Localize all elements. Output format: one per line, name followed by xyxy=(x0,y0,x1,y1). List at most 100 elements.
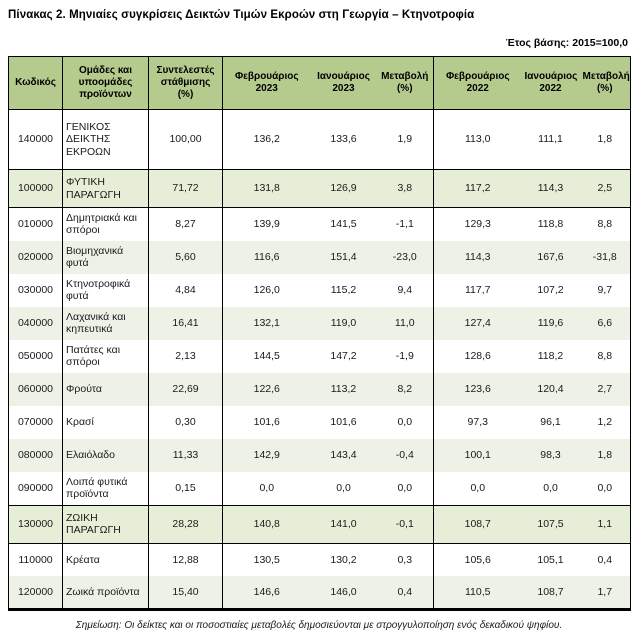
cell-feb-2023: 101,6 xyxy=(222,405,311,439)
table-row: 100000 ΦΥΤΙΚΗ ΠΑΡΑΓΩΓΗ 71,72 131,8 126,9… xyxy=(8,169,631,208)
cell-weight: 12,88 xyxy=(148,543,223,576)
cell-code: 140000 xyxy=(8,109,63,170)
cell-code: 010000 xyxy=(8,207,63,241)
cell-feb-2023: 144,5 xyxy=(222,339,311,373)
cell-code: 100000 xyxy=(8,169,63,208)
cell-feb-2023: 116,6 xyxy=(222,240,311,274)
table-body: 140000 ΓΕΝΙΚΟΣ ΔΕΙΚΤΗΣ ΕΚΡΟΩΝ 100,00 136… xyxy=(8,109,631,609)
table-row: 140000 ΓΕΝΙΚΟΣ ΔΕΙΚΤΗΣ ΕΚΡΟΩΝ 100,00 136… xyxy=(8,109,631,170)
cell-weight: 100,00 xyxy=(148,109,223,170)
cell-weight: 2,13 xyxy=(148,339,223,373)
cell-change-2023: 0,0 xyxy=(397,416,413,429)
cell-weight: 0,30 xyxy=(148,405,223,439)
table-row: 050000 Πατάτες και σπόροι 2,13 144,5 147… xyxy=(8,339,631,373)
cell-change-2023: 3,8 xyxy=(376,169,434,208)
cell-product-name: Κτηνοτροφικά φυτά xyxy=(62,273,149,307)
cell-jan-2023: 147,2 xyxy=(330,350,357,363)
cell-jan-2022: 98,3 xyxy=(540,449,561,462)
cell-weight: 0,15 xyxy=(148,471,223,505)
cell-code: 070000 xyxy=(8,405,63,439)
cell-feb-2023: 146,6 xyxy=(222,576,311,609)
cell-weight: 15,40 xyxy=(148,576,223,609)
cell-feb-2022: 127,4 xyxy=(433,306,522,340)
cell-jan-2022: 107,2 xyxy=(537,284,564,297)
cell-weight: 8,27 xyxy=(148,207,223,241)
cell-feb-2022: 0,0 xyxy=(433,471,522,505)
column-header-jan-2022: Ιανουάριος 2022 xyxy=(521,56,580,110)
cell-feb-2022: 123,6 xyxy=(433,372,522,406)
cell-code: 090000 xyxy=(8,471,63,505)
cell-product-name: Δημητριακά και σπόροι xyxy=(62,207,149,241)
cell-feb-2022: 97,3 xyxy=(433,405,522,439)
cell-change-2022: 1,1 xyxy=(579,504,631,544)
cell-change-2023: 0,0 xyxy=(397,481,413,494)
cell-change-2023: 0,4 xyxy=(397,585,413,598)
cell-product-name: Κρέατα xyxy=(62,543,149,576)
cell-jan-2023: 126,9 xyxy=(310,169,377,208)
cell-change-2023: 8,2 xyxy=(397,383,413,396)
cell-jan-2022: 108,7 xyxy=(537,585,564,598)
cell-feb-2023: 131,8 xyxy=(222,169,311,208)
cell-feb-2023: 139,9 xyxy=(222,207,311,241)
cell-change-2023: -0,4 xyxy=(395,449,414,462)
table-row: 130000 ΖΩΙΚΗ ΠΑΡΑΓΩΓΗ 28,28 140,8 141,0 … xyxy=(8,504,631,544)
cell-feb-2022: 108,7 xyxy=(433,504,522,544)
cell-code: 080000 xyxy=(8,438,63,472)
cell-weight: 16,41 xyxy=(148,306,223,340)
cell-product-name: Ζωικά προϊόντα xyxy=(62,576,149,609)
cell-change-2023: -1,9 xyxy=(395,350,414,363)
cell-change-2022: 6,6 xyxy=(579,306,631,340)
cell-feb-2023: 122,6 xyxy=(222,372,311,406)
cell-jan-2022: 119,6 xyxy=(537,317,564,330)
cell-code: 040000 xyxy=(8,306,63,340)
indices-table: Κωδικός Ομάδες και υποομάδες προϊόντων Σ… xyxy=(8,56,631,611)
cell-jan-2022: 118,2 xyxy=(537,350,564,363)
cell-jan-2022: 120,4 xyxy=(537,383,564,396)
cell-weight: 4,84 xyxy=(148,273,223,307)
cell-jan-2022: 118,8 xyxy=(537,218,564,231)
table-row: 080000 Ελαιόλαδο 11,33 142,9 143,4 -0,4 … xyxy=(8,438,631,472)
cell-product-name: Φρούτα xyxy=(62,372,149,406)
column-header-product-groups: Ομάδες και υποομάδες προϊόντων xyxy=(62,56,149,110)
table-header-row: Κωδικός Ομάδες και υποομάδες προϊόντων Σ… xyxy=(8,56,631,110)
table-row: 090000 Λοιπά φυτικά προϊόντα 0,15 0,0 0,… xyxy=(8,471,631,505)
cell-change-2022: 1,7 xyxy=(579,576,631,609)
cell-feb-2023: 132,1 xyxy=(222,306,311,340)
cell-code: 120000 xyxy=(8,576,63,609)
cell-weight: 11,33 xyxy=(148,438,223,472)
cell-feb-2023: 140,8 xyxy=(222,504,311,544)
column-header-feb-2023: Φεβρουάριος 2023 xyxy=(222,56,311,110)
table-row: 040000 Λαχανικά και κηπευτικά 16,41 132,… xyxy=(8,306,631,340)
cell-jan-2023: 115,2 xyxy=(330,284,357,297)
cell-feb-2022: 114,3 xyxy=(433,240,522,274)
cell-jan-2023: 146,0 xyxy=(330,585,357,598)
table-row: 060000 Φρούτα 22,69 122,6 113,2 8,2 123,… xyxy=(8,372,631,406)
cell-jan-2023: 143,4 xyxy=(330,449,357,462)
cell-product-name: ΦΥΤΙΚΗ ΠΑΡΑΓΩΓΗ xyxy=(62,169,149,208)
cell-jan-2022: 111,1 xyxy=(538,133,563,146)
column-header-change-2023: Μεταβολή (%) xyxy=(376,56,434,110)
footnote: Σημείωση: Οι δείκτες και οι ποσοστιαίες … xyxy=(75,619,563,631)
cell-change-2022: 2,5 xyxy=(579,169,631,208)
cell-feb-2022: 129,3 xyxy=(433,207,522,241)
cell-feb-2022: 110,5 xyxy=(433,576,522,609)
cell-product-name: Πατάτες και σπόροι xyxy=(62,339,149,373)
cell-jan-2023: 141,5 xyxy=(330,218,357,231)
cell-jan-2023: 113,2 xyxy=(330,383,357,396)
cell-change-2022: 1,8 xyxy=(579,438,631,472)
cell-feb-2022: 128,6 xyxy=(433,339,522,373)
cell-code: 030000 xyxy=(8,273,63,307)
cell-product-name: ΖΩΙΚΗ ΠΑΡΑΓΩΓΗ xyxy=(62,504,149,544)
cell-change-2023: 11,0 xyxy=(394,317,415,330)
cell-change-2022: 8,8 xyxy=(579,207,631,241)
cell-code: 130000 xyxy=(8,504,63,544)
cell-jan-2022: 105,1 xyxy=(537,553,564,566)
cell-product-name: Κρασί xyxy=(62,405,149,439)
column-header-jan-2023: Ιανουάριος 2023 xyxy=(310,56,377,110)
cell-code: 060000 xyxy=(8,372,63,406)
page-title: Πίνακας 2. Μηνιαίες συγκρίσεις Δεικτών Τ… xyxy=(8,9,475,21)
cell-change-2023: 1,9 xyxy=(397,133,413,146)
cell-jan-2023: 119,0 xyxy=(330,317,357,330)
table-row: 030000 Κτηνοτροφικά φυτά 4,84 126,0 115,… xyxy=(8,273,631,307)
cell-change-2022: 0,4 xyxy=(579,543,631,576)
